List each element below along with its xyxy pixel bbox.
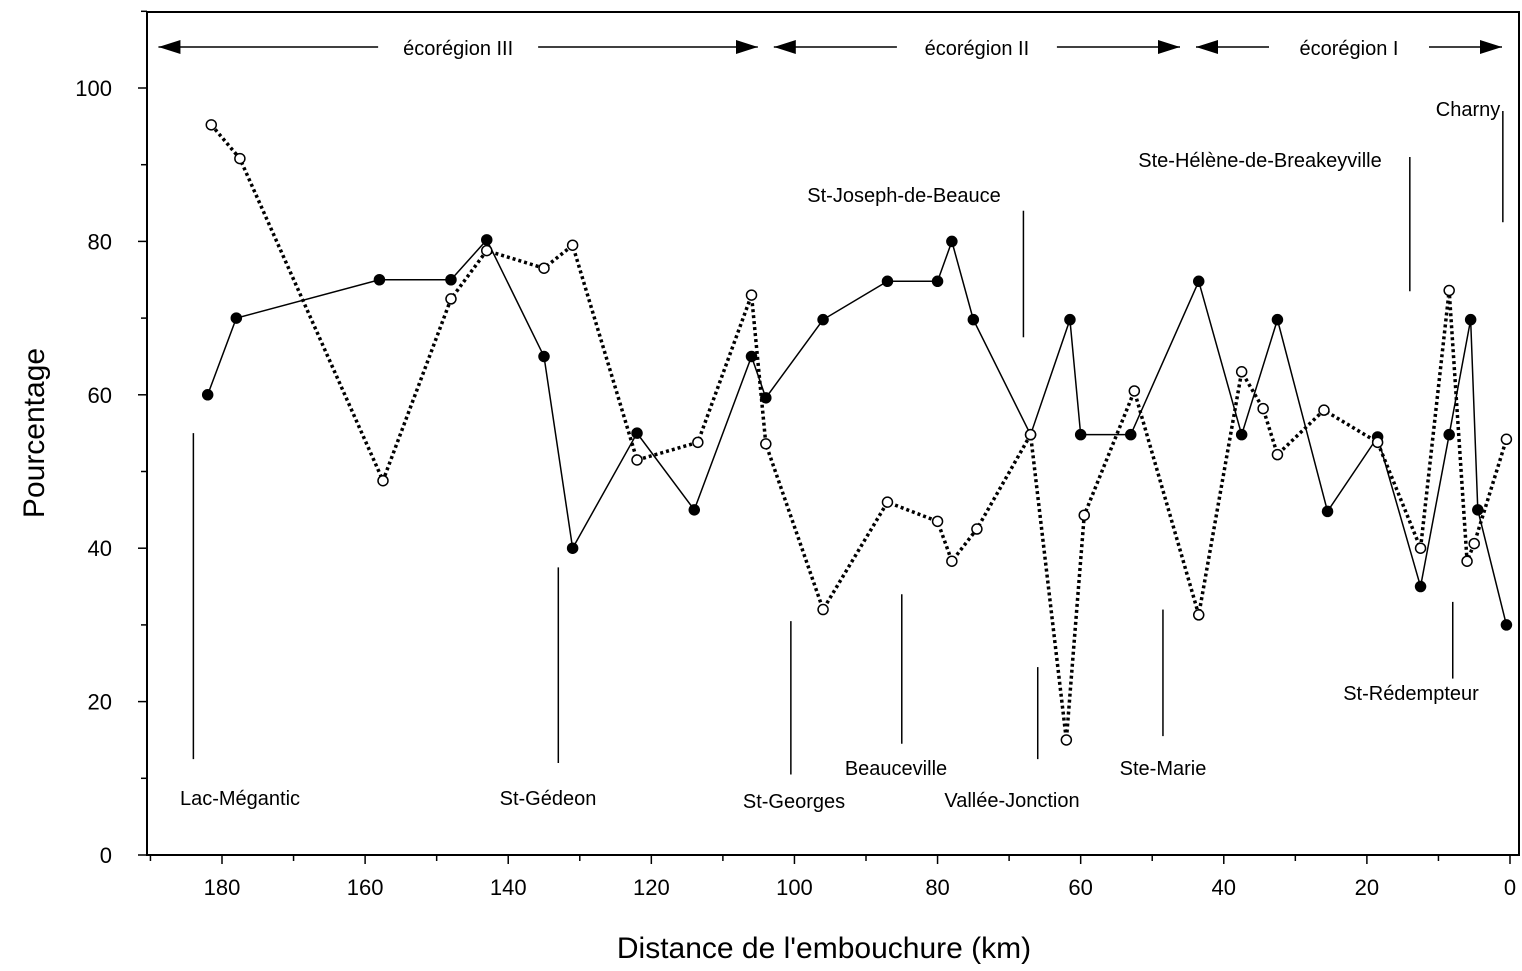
series-2-point <box>881 496 894 508</box>
series-2-point <box>946 555 958 567</box>
series-1-point <box>1500 619 1513 631</box>
series-1-point <box>445 274 457 286</box>
region-arrows: écorégion III écorégion II écorégion I <box>158 38 1502 60</box>
series-1-point <box>967 313 980 326</box>
series-2-point <box>1271 448 1284 461</box>
place-annotations: Lac-Mégantic St-Gédeon St-GeorgesBeaucevil… <box>180 99 1504 813</box>
series-1-point <box>817 313 829 326</box>
y-tick-label: 100 <box>75 76 112 101</box>
series-1-point <box>566 542 579 554</box>
annotation-label: Ste-Marie <box>1120 758 1207 780</box>
series-2-point <box>481 244 493 257</box>
x-tick-label: 180 <box>204 875 241 900</box>
series-1-point <box>946 235 958 248</box>
series-2-point <box>205 119 218 131</box>
y-tick-label: 80 <box>88 229 112 254</box>
series-1-point <box>201 389 214 401</box>
series-1-point <box>481 234 493 246</box>
annotation-label: Charny <box>1436 99 1500 121</box>
x-tick-label: 0 <box>1504 875 1516 900</box>
series-2-point <box>1060 734 1073 746</box>
series-1-point <box>1271 313 1284 326</box>
series-1-point <box>760 392 772 404</box>
annotation-label: Vallée-Jonction <box>944 790 1079 812</box>
series-1-point <box>688 504 701 516</box>
series-2-point <box>745 289 758 301</box>
data-series <box>201 119 1513 746</box>
series-2-point <box>1461 555 1473 567</box>
series-2-point <box>931 515 944 528</box>
y-tick-label: 20 <box>88 690 112 715</box>
x-axis-title: Distance de l'embouchure (km) <box>617 932 1031 965</box>
annotation-label: St-Georges <box>743 791 845 813</box>
series-2-point <box>1414 542 1427 554</box>
series-2-point <box>1235 366 1248 378</box>
x-tick-label: 60 <box>1068 875 1092 900</box>
annotation-label: St-Rédempteur <box>1343 683 1479 705</box>
region-label: écorégion III <box>403 38 513 60</box>
series-2-point <box>377 474 389 487</box>
series-2-point <box>1024 428 1037 441</box>
series-2-point <box>971 523 983 535</box>
annotation-label: St-Gédeon <box>500 788 597 810</box>
series-2-point <box>1192 609 1205 621</box>
y-tick-label: 0 <box>100 843 112 868</box>
series-1-point <box>1192 275 1205 288</box>
series-1-point <box>373 274 386 286</box>
series-2-point <box>1128 385 1141 397</box>
annotation-label: Beauceville <box>845 758 947 780</box>
series-1-point <box>1464 313 1477 326</box>
series-2-point <box>538 262 550 274</box>
annotation-label: Ste-Hélène-de-Breakeyville <box>1138 150 1381 172</box>
series-1-point <box>745 350 758 363</box>
series-2-point <box>631 454 643 466</box>
series-1-point <box>1064 313 1076 326</box>
series-2-point <box>445 293 457 305</box>
annotation-label: Lac-Mégantic <box>180 788 300 810</box>
series-1-point <box>931 275 944 288</box>
region-label: écorégion I <box>1300 38 1399 60</box>
series-2-point <box>566 239 579 251</box>
x-tick-label: 20 <box>1355 875 1379 900</box>
series-2-point <box>817 603 829 616</box>
x-tick-label: 140 <box>490 875 527 900</box>
y-tick-label: 40 <box>88 536 112 561</box>
y-axis-title: Pourcentage <box>18 348 51 518</box>
region-label: écorégion II <box>925 38 1030 60</box>
series-1-point <box>1235 428 1248 441</box>
series-2-point <box>1371 436 1384 449</box>
series-1-line <box>206 238 1508 626</box>
series-1-point <box>1321 505 1334 518</box>
y-tick-label: 60 <box>88 383 112 408</box>
series-2-point <box>692 436 704 449</box>
x-tick-label: 160 <box>347 875 384 900</box>
series-1-point <box>1443 428 1455 441</box>
x-tick-label: 80 <box>925 875 949 900</box>
series-2-point <box>234 152 246 165</box>
series-1-point <box>230 312 243 324</box>
series-2-point <box>760 438 772 450</box>
series-2-point <box>1257 402 1269 415</box>
series-1-point <box>1414 580 1427 593</box>
series-2-line <box>209 123 1509 741</box>
series-1-point <box>1472 504 1484 516</box>
series-2-point <box>1078 509 1090 521</box>
x-tick-label: 40 <box>1212 875 1236 900</box>
series-2-point <box>1468 537 1480 550</box>
annotation-label: St-Joseph-de-Beauce <box>807 185 1000 207</box>
series-1-point <box>1074 428 1087 441</box>
x-tick-label: 120 <box>633 875 670 900</box>
series-2-point <box>1443 284 1455 297</box>
series-1-point <box>631 427 643 439</box>
x-tick-label: 100 <box>776 875 813 900</box>
series-1-point <box>881 275 894 288</box>
series-2-point <box>1500 433 1513 446</box>
plot-frame <box>146 11 1520 856</box>
series-1-point <box>1125 428 1137 441</box>
series-1-point <box>538 350 550 363</box>
series-2-point <box>1318 404 1330 416</box>
axis-ticks: 180 160 140 120 100 80 60 40 20 0 0 20 40 60 80 100 <box>75 10 1516 900</box>
